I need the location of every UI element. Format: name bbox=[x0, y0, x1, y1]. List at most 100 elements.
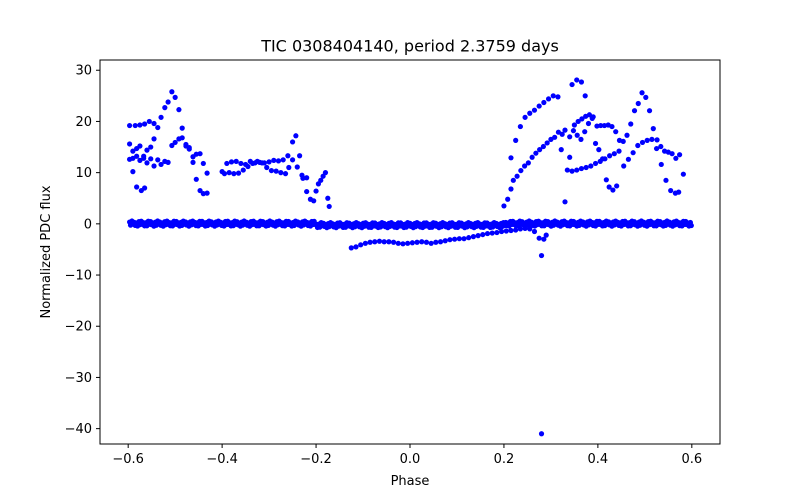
data-point bbox=[381, 239, 387, 245]
data-point bbox=[452, 236, 458, 242]
data-point bbox=[529, 154, 535, 160]
data-point bbox=[588, 163, 594, 169]
data-point bbox=[669, 151, 675, 157]
data-point bbox=[275, 158, 282, 164]
data-point bbox=[578, 136, 584, 142]
data-point bbox=[186, 146, 192, 152]
data-point bbox=[414, 239, 420, 245]
data-point bbox=[559, 131, 565, 137]
data-point bbox=[646, 108, 653, 114]
data-point bbox=[688, 222, 694, 229]
data-point bbox=[510, 177, 516, 183]
data-point bbox=[531, 228, 538, 235]
data-point bbox=[550, 93, 556, 99]
data-point bbox=[494, 229, 500, 236]
data-point bbox=[543, 232, 549, 238]
data-point bbox=[514, 173, 520, 179]
data-point bbox=[197, 187, 203, 194]
data-point bbox=[395, 240, 401, 246]
y-axis-label: Normalized PDC flux bbox=[39, 185, 54, 318]
data-point bbox=[126, 141, 133, 147]
data-point bbox=[538, 252, 545, 259]
data-point bbox=[204, 190, 210, 196]
data-point bbox=[582, 93, 588, 99]
data-point bbox=[386, 239, 392, 245]
data-point bbox=[508, 155, 514, 161]
data-point bbox=[466, 235, 472, 241]
data-point bbox=[525, 160, 531, 166]
data-point bbox=[250, 160, 256, 167]
data-point bbox=[280, 157, 286, 163]
data-point bbox=[134, 153, 140, 159]
data-point bbox=[592, 140, 599, 147]
data-point bbox=[278, 170, 284, 176]
data-point bbox=[183, 141, 189, 148]
data-point bbox=[513, 137, 519, 143]
data-point bbox=[293, 133, 299, 139]
data-point bbox=[635, 100, 641, 107]
data-point bbox=[658, 161, 664, 168]
data-point bbox=[304, 175, 310, 181]
x-tick-label: 0.6 bbox=[681, 452, 702, 467]
data-point bbox=[142, 185, 148, 191]
data-point bbox=[179, 125, 185, 131]
data-point bbox=[527, 226, 533, 232]
data-point bbox=[537, 147, 543, 153]
y-tick-label: 0 bbox=[84, 217, 92, 232]
data-point bbox=[680, 171, 686, 177]
data-point bbox=[447, 237, 453, 243]
data-point bbox=[536, 235, 542, 241]
data-point bbox=[571, 122, 577, 128]
data-point bbox=[653, 145, 660, 152]
data-point bbox=[505, 196, 511, 202]
data-point bbox=[677, 152, 683, 158]
data-point bbox=[311, 198, 317, 204]
data-point bbox=[620, 138, 626, 145]
data-point bbox=[224, 160, 230, 167]
data-point bbox=[649, 136, 655, 142]
data-point bbox=[456, 236, 462, 242]
data-point bbox=[614, 183, 620, 189]
data-point bbox=[193, 176, 199, 182]
data-point bbox=[489, 230, 495, 236]
data-point bbox=[221, 171, 228, 177]
data-point bbox=[264, 164, 270, 171]
data-point bbox=[518, 167, 524, 174]
data-point bbox=[126, 122, 133, 129]
data-point bbox=[282, 171, 289, 177]
data-point bbox=[562, 199, 568, 205]
data-point bbox=[245, 163, 251, 170]
data-point bbox=[567, 154, 573, 160]
data-point bbox=[165, 99, 171, 105]
data-point bbox=[297, 153, 303, 159]
data-point bbox=[639, 90, 645, 96]
data-point bbox=[643, 94, 649, 100]
data-point bbox=[552, 134, 558, 140]
data-point bbox=[517, 123, 523, 130]
data-point bbox=[585, 120, 592, 127]
data-point bbox=[650, 126, 656, 132]
data-point bbox=[144, 160, 150, 166]
data-point bbox=[289, 157, 296, 163]
data-point bbox=[372, 239, 378, 245]
data-point bbox=[501, 203, 507, 209]
data-point bbox=[555, 94, 561, 100]
data-point bbox=[304, 188, 310, 195]
data-point bbox=[146, 118, 152, 125]
data-point bbox=[541, 99, 547, 106]
chart-title: TIC 0308404140, period 2.3759 days bbox=[260, 37, 559, 56]
data-point bbox=[437, 239, 444, 245]
data-point bbox=[148, 144, 154, 150]
data-point bbox=[285, 153, 291, 159]
data-point bbox=[522, 114, 528, 120]
data-point bbox=[151, 136, 157, 142]
y-tick-label: −10 bbox=[65, 269, 92, 284]
data-point bbox=[158, 114, 164, 120]
y-axis: 30 20 10 0 −10 −20 −30 −40 bbox=[65, 64, 100, 437]
data-point bbox=[545, 96, 552, 102]
data-point bbox=[630, 150, 636, 156]
data-point bbox=[326, 203, 332, 210]
data-point bbox=[569, 81, 575, 88]
data-point bbox=[569, 168, 575, 174]
